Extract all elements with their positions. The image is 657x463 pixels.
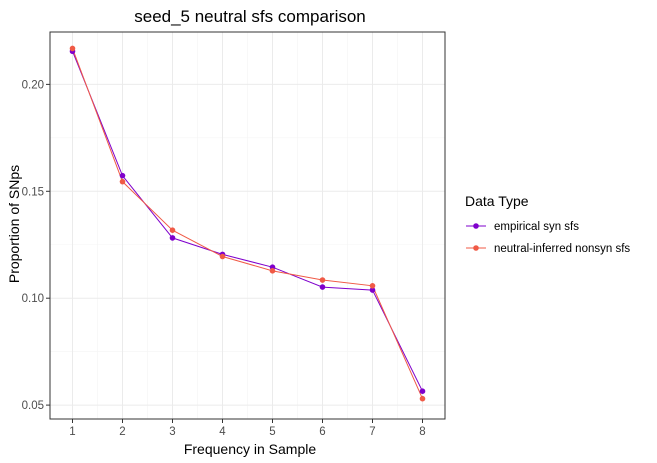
legend-label-2: neutral-inferred nonsyn sfs (494, 243, 630, 255)
x-tick-label: 4 (219, 426, 226, 438)
y-tick-label: 0.05 (22, 400, 44, 412)
series-line-2 (72, 48, 423, 399)
y-tick-label: 0.15 (22, 186, 44, 198)
series-1-point (369, 287, 376, 293)
series-1-point (419, 388, 426, 395)
series-2-point (119, 178, 126, 185)
y-axis-title: Proportion of SNps (6, 165, 22, 283)
panel-border (49, 31, 446, 420)
series-2-point (69, 45, 76, 52)
x-tick-label: 8 (419, 426, 425, 438)
x-tick-label: 6 (319, 426, 325, 438)
series-2-point (169, 227, 176, 234)
series-2-point (369, 282, 376, 289)
legend-key-point-2 (473, 245, 479, 251)
y-tick-label: 0.10 (22, 293, 44, 305)
legend-label-1: empirical syn sfs (494, 221, 579, 233)
x-tick-label: 3 (169, 426, 175, 438)
legend-title: Data Type (465, 193, 529, 209)
x-tick-label: 1 (69, 426, 75, 438)
series-2-point (419, 395, 426, 402)
chart-title: seed_5 neutral sfs comparison (134, 7, 366, 26)
x-tick-label: 7 (369, 426, 375, 438)
series-line-1 (72, 51, 423, 392)
series-1-point (119, 172, 126, 179)
series-1-point (169, 235, 176, 241)
x-tick-label: 2 (119, 426, 125, 438)
series-2-point (319, 277, 326, 283)
legend-key-point-1 (473, 223, 479, 229)
plot-area: 1 2 3 4 5 6 7 8 0.05 0.10 0.15 0.20 (22, 31, 446, 438)
series-2-point (269, 268, 276, 274)
series-2-point (219, 253, 226, 260)
x-tick-label: 5 (269, 426, 275, 438)
y-tick-label: 0.20 (22, 79, 44, 91)
x-axis-title: Frequency in Sample (184, 441, 317, 457)
series-1-point (319, 284, 326, 290)
legend: Data Type empirical syn sfs neutral-infer… (465, 193, 630, 255)
